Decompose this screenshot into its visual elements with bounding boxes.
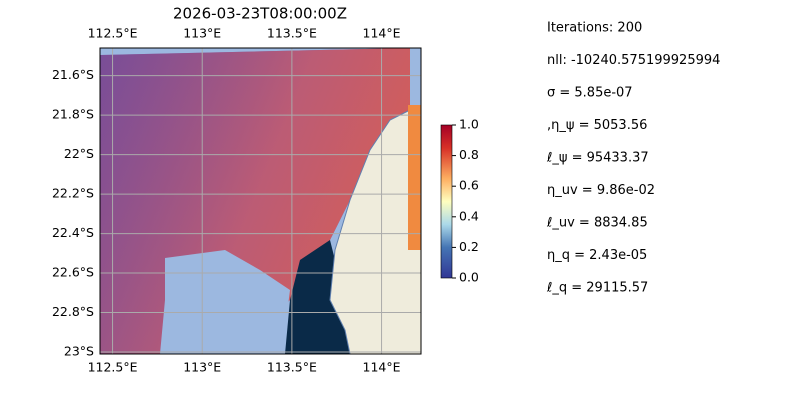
colorbar-label: 0.8: [459, 147, 479, 162]
colorbar: [440, 124, 453, 279]
graticule: [100, 48, 421, 354]
map-frame: [99, 47, 422, 355]
lon-label-bottom: 113°E: [183, 360, 221, 375]
lon-label-top: 112.5°E: [88, 26, 138, 41]
lat-label: 21.6°S: [52, 67, 94, 82]
colorbar-label: 0.2: [459, 239, 479, 254]
colorbar-label: 0.4: [459, 208, 479, 223]
lat-label: 22.2°S: [52, 186, 94, 201]
lon-label-top: 113°E: [183, 26, 221, 41]
lat-label: 22.8°S: [52, 304, 94, 319]
colorbar-label: 0.0: [459, 270, 479, 285]
lon-label-bottom: 114°E: [363, 360, 401, 375]
info-line: ,η_ψ = 5053.56: [547, 118, 647, 133]
lat-label: 23°S: [64, 344, 94, 359]
info-panel: Iterations: 200 nll: -10240.575199925994 σ…: [546, 21, 720, 296]
info-line: η_uv = 9.86e-02: [547, 183, 655, 198]
lat-label: 22.6°S: [52, 265, 94, 280]
colorbar-label: 1.0: [459, 117, 479, 132]
info-line: η_q = 2.43e-05: [547, 248, 647, 263]
land-mask: [160, 250, 290, 354]
info-line: ℓ_q = 29115.57: [546, 281, 648, 296]
lat-label: 22.4°S: [52, 225, 94, 240]
info-line: ℓ_ψ = 95433.37: [546, 151, 649, 166]
info-line: σ = 5.85e-07: [547, 86, 633, 101]
lon-label-bottom: 113.5°E: [267, 360, 317, 375]
lon-label-top: 113.5°E: [267, 26, 317, 41]
lon-label-top: 114°E: [363, 26, 401, 41]
info-line: Iterations: 200: [547, 21, 642, 36]
lon-label-bottom: 112.5°E: [88, 360, 138, 375]
hot-strip: [408, 105, 421, 250]
coast: [329, 109, 421, 354]
lat-label: 22°S: [64, 146, 94, 161]
colorbar-label: 0.6: [459, 178, 479, 193]
info-line: ℓ_uv = 8834.85: [546, 216, 648, 231]
lat-label: 21.8°S: [52, 107, 94, 122]
map: [100, 48, 421, 354]
info-line: nll: -10240.575199925994: [547, 53, 720, 68]
title: 2026-03-23T08:00:00Z: [173, 5, 347, 23]
